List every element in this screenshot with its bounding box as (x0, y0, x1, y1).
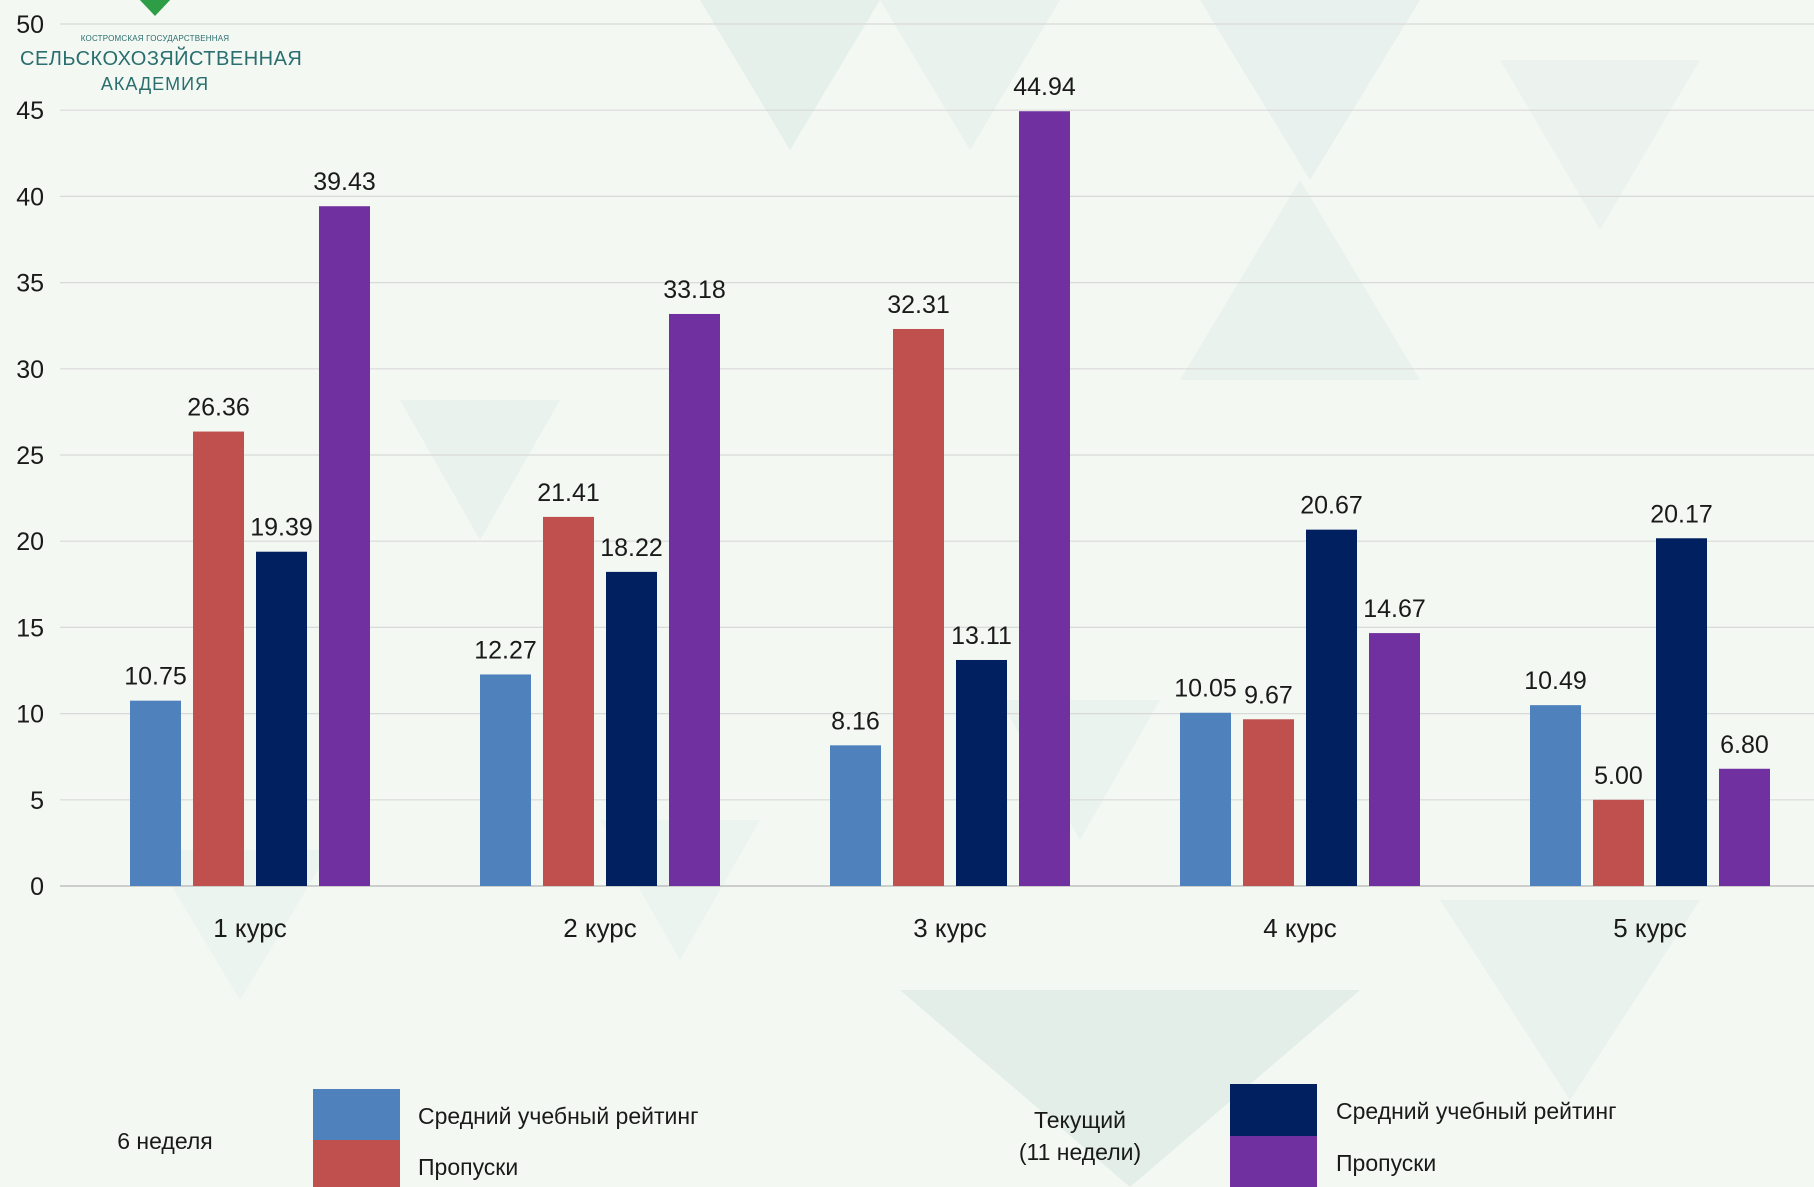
x-tick-label: 1 курс (213, 913, 287, 943)
y-tick-label: 25 (16, 442, 44, 470)
bar (130, 700, 181, 886)
bar (830, 745, 881, 886)
y-tick-label: 5 (30, 787, 44, 815)
bar (1243, 719, 1294, 886)
data-label: 21.41 (537, 479, 600, 507)
bar (543, 516, 594, 886)
data-label: 8.16 (831, 707, 880, 735)
legend-group-label-6-week: 6 неделя (117, 1128, 213, 1154)
data-label: 33.18 (663, 276, 726, 304)
bar (480, 674, 531, 886)
y-tick-label: 45 (16, 97, 44, 125)
bar (319, 206, 370, 886)
x-tick-label: 5 курс (1613, 913, 1687, 943)
logo-main-text: СЕЛЬСКОХОЗЯЙСТВЕННАЯ (20, 48, 303, 70)
data-label: 10.05 (1174, 675, 1237, 703)
bar (893, 328, 944, 886)
bar (1719, 768, 1770, 886)
data-label: 20.17 (1650, 500, 1713, 528)
legend-item-absences-6-week: Пропуски (418, 1154, 519, 1180)
data-label: 19.39 (250, 514, 313, 542)
data-label: 10.49 (1524, 667, 1587, 695)
legend-swatch-rating-current (1230, 1084, 1317, 1136)
legend-swatch-absences-current (1230, 1136, 1317, 1187)
y-tick-label: 10 (16, 701, 44, 729)
bar (1019, 111, 1070, 887)
y-tick-label: 35 (16, 270, 44, 298)
data-label: 32.31 (887, 291, 950, 319)
data-label: 9.67 (1244, 681, 1293, 709)
logo-sub-text: АКАДЕМИЯ (100, 74, 210, 94)
bar (1306, 529, 1357, 886)
bar (606, 571, 657, 886)
bar (256, 551, 307, 886)
data-label: 14.67 (1363, 595, 1426, 623)
bar (1593, 799, 1644, 886)
y-tick-label: 40 (16, 183, 44, 211)
academy-logo: КОСТРОМСКАЯ ГОСУДАРСТВЕННАЯ СЕЛЬСКОХОЗЯЙ… (20, 0, 303, 100)
y-tick-label: 20 (16, 528, 44, 556)
data-label: 18.22 (600, 534, 663, 562)
legend-item-rating-current: Средний учебный рейтинг (1336, 1098, 1617, 1124)
legend-group-label-current-line2: (11 недели) (1018, 1139, 1142, 1165)
bar (1180, 712, 1231, 886)
data-label: 5.00 (1594, 762, 1643, 790)
y-tick-label: 15 (16, 614, 44, 642)
data-label: 39.43 (313, 168, 376, 196)
data-label: 6.80 (1720, 731, 1769, 759)
logo-small-text: КОСТРОМСКАЯ ГОСУДАРСТВЕННАЯ (80, 34, 230, 43)
legend-item-absences-current: Пропуски (1336, 1150, 1437, 1176)
y-tick-label: 0 (30, 873, 44, 901)
bar (956, 659, 1007, 886)
legend-item-rating-6-week: Средний учебный рейтинг (418, 1103, 699, 1129)
data-label: 20.67 (1300, 492, 1363, 520)
bar (1369, 633, 1420, 886)
bar (669, 313, 720, 886)
legend-swatch-absences-6-week (313, 1140, 400, 1187)
data-label: 12.27 (474, 636, 537, 664)
bar (1656, 538, 1707, 886)
legend-group-label-current: Текущий (11 недели) (990, 1104, 1170, 1168)
x-tick-label: 4 курс (1263, 913, 1337, 943)
data-label: 26.36 (187, 394, 250, 422)
logo-emblem-icon (139, 0, 171, 16)
x-tick-label: 3 курс (913, 913, 987, 943)
x-tick-label: 2 курс (563, 913, 637, 943)
data-label: 44.94 (1013, 73, 1076, 101)
data-label: 13.11 (951, 622, 1012, 650)
data-label: 10.75 (124, 663, 187, 691)
bar (1530, 705, 1581, 886)
bar (193, 431, 244, 886)
legend-swatch-rating-6-week (313, 1089, 400, 1140)
y-tick-label: 50 (16, 11, 44, 39)
y-tick-label: 30 (16, 356, 44, 384)
legend-group-label-current-line1: Текущий (1034, 1107, 1126, 1133)
